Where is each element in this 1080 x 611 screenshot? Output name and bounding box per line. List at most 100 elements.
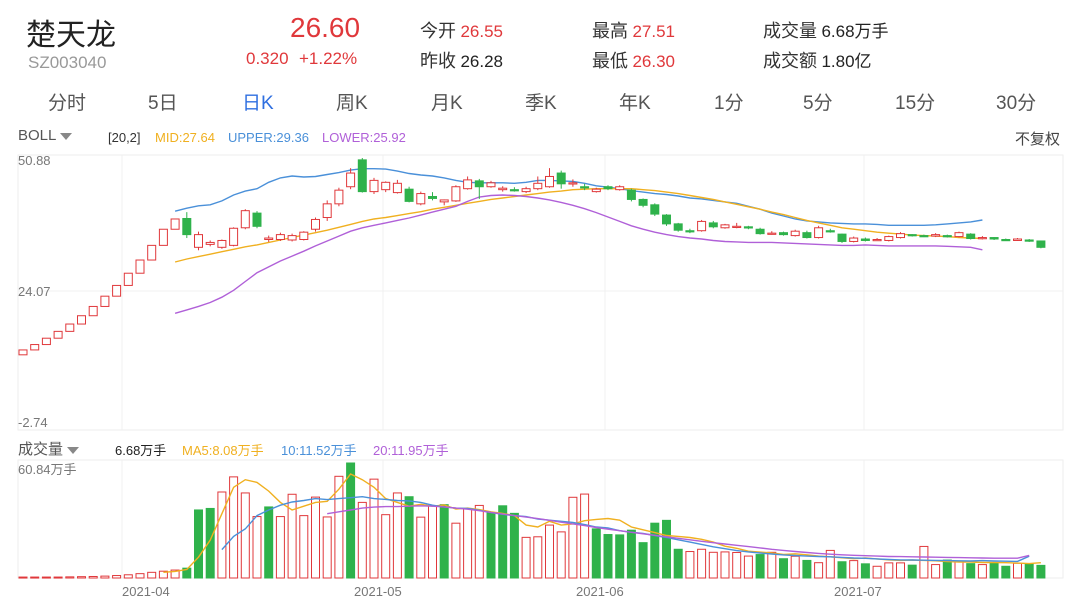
candle: [837, 233, 847, 243]
candle-body: [732, 225, 742, 229]
volume-bar: [931, 564, 941, 579]
candle-body: [404, 188, 414, 202]
volume-axis-top: 60.84万手: [18, 462, 77, 477]
candle: [591, 187, 601, 193]
candle: [439, 199, 449, 206]
tab-30min[interactable]: 30分: [996, 93, 1037, 114]
volume-bar: [732, 551, 742, 579]
volume-bar: [53, 576, 63, 579]
candle: [147, 244, 157, 261]
adjust-toggle[interactable]: 不复权: [1015, 131, 1061, 148]
candle-body: [626, 189, 636, 200]
boll-mid-line: [174, 187, 983, 263]
volume-bar: [439, 504, 449, 579]
candle: [580, 183, 590, 191]
tab-fenshi[interactable]: 分时: [48, 93, 87, 114]
volume-bar: [779, 558, 788, 579]
chevron-down-icon: [60, 132, 73, 140]
candle-body: [158, 228, 168, 246]
volume-bar: [919, 545, 929, 579]
indicator-selected: BOLL: [18, 127, 57, 144]
candle-body: [790, 230, 800, 237]
candle: [1024, 239, 1034, 242]
quote-amount: 成交额 1.80亿: [763, 47, 872, 73]
volume-bar: [509, 512, 519, 579]
volume-bar: [182, 567, 192, 579]
candle: [708, 220, 718, 229]
indicator-dropdown[interactable]: BOLL: [18, 127, 73, 144]
candle: [977, 236, 987, 240]
candle: [942, 234, 952, 238]
candle-body: [170, 218, 180, 230]
price-change: 0.320: [246, 49, 289, 68]
candle-body: [311, 218, 320, 230]
volume-bar: [580, 493, 590, 579]
quote-open: 今开 26.55: [420, 17, 503, 43]
tab-season-k[interactable]: 季K: [525, 93, 557, 114]
x-tick-label: 2021-07: [834, 584, 882, 599]
candle: [334, 187, 344, 207]
period-tabs: 分时 5日 日K 周K 月K 季K 年K 1分 5分 15分 30分: [0, 88, 1080, 118]
tab-5day[interactable]: 5日: [148, 93, 178, 114]
candle-body: [767, 232, 777, 235]
candle-body: [194, 234, 203, 248]
tab-month-k[interactable]: 月K: [431, 93, 463, 114]
open-value: 26.55: [460, 22, 503, 41]
candle-body: [240, 210, 250, 229]
candle-body: [685, 230, 695, 233]
volume-ma-lines: [163, 473, 1041, 573]
candle-body: [779, 232, 788, 236]
candle-body: [580, 186, 590, 189]
candle: [743, 225, 753, 230]
tab-day-k[interactable]: 日K: [242, 93, 274, 114]
tab-5min[interactable]: 5分: [803, 93, 833, 114]
candle-body: [217, 239, 227, 248]
price-change-pct: +1.22%: [299, 49, 358, 68]
candle-body: [428, 196, 437, 199]
candle: [252, 211, 262, 229]
volume-bar: [392, 492, 402, 579]
candle-body: [568, 182, 578, 185]
candle-body: [755, 228, 765, 235]
candle-body: [896, 233, 905, 239]
volume-bar: [194, 509, 203, 579]
candle-body: [931, 234, 941, 237]
volume-bar: [708, 551, 718, 579]
price-axis-bottom: -2.74: [18, 415, 48, 430]
candle: [884, 235, 894, 242]
tab-1min[interactable]: 1分: [714, 93, 744, 114]
candle-body: [229, 227, 239, 246]
candle: [1036, 240, 1046, 249]
candle: [77, 315, 86, 325]
candle-body: [872, 239, 882, 242]
volume-bars: [18, 462, 1046, 579]
candle: [135, 259, 145, 274]
candles: [18, 158, 1046, 356]
candle: [53, 330, 63, 339]
volume-bar: [790, 555, 800, 579]
candle-body: [346, 172, 356, 188]
volume-dropdown[interactable]: 成交量: [18, 438, 80, 459]
stock-name: 楚天龙: [26, 19, 116, 52]
volume-bar: [685, 551, 695, 579]
quote-volume: 成交量 6.68万手: [763, 17, 889, 43]
volume-bar: [404, 496, 414, 579]
tab-15min[interactable]: 15分: [895, 93, 936, 114]
volume-bar: [872, 565, 882, 579]
candle-body: [147, 244, 157, 261]
candle-body: [977, 237, 987, 240]
candle-body: [275, 234, 285, 241]
tab-year-k[interactable]: 年K: [619, 93, 651, 114]
low-value: 26.30: [632, 52, 675, 71]
volume-bar: [650, 522, 660, 579]
candle: [240, 209, 250, 230]
candle-body: [381, 181, 391, 191]
tab-week-k[interactable]: 周K: [336, 93, 368, 114]
candle-body: [521, 188, 531, 193]
candle-body: [802, 232, 812, 239]
candle-body: [123, 272, 133, 286]
candle: [626, 188, 636, 202]
candle-body: [498, 187, 508, 191]
candle-body: [357, 159, 367, 193]
